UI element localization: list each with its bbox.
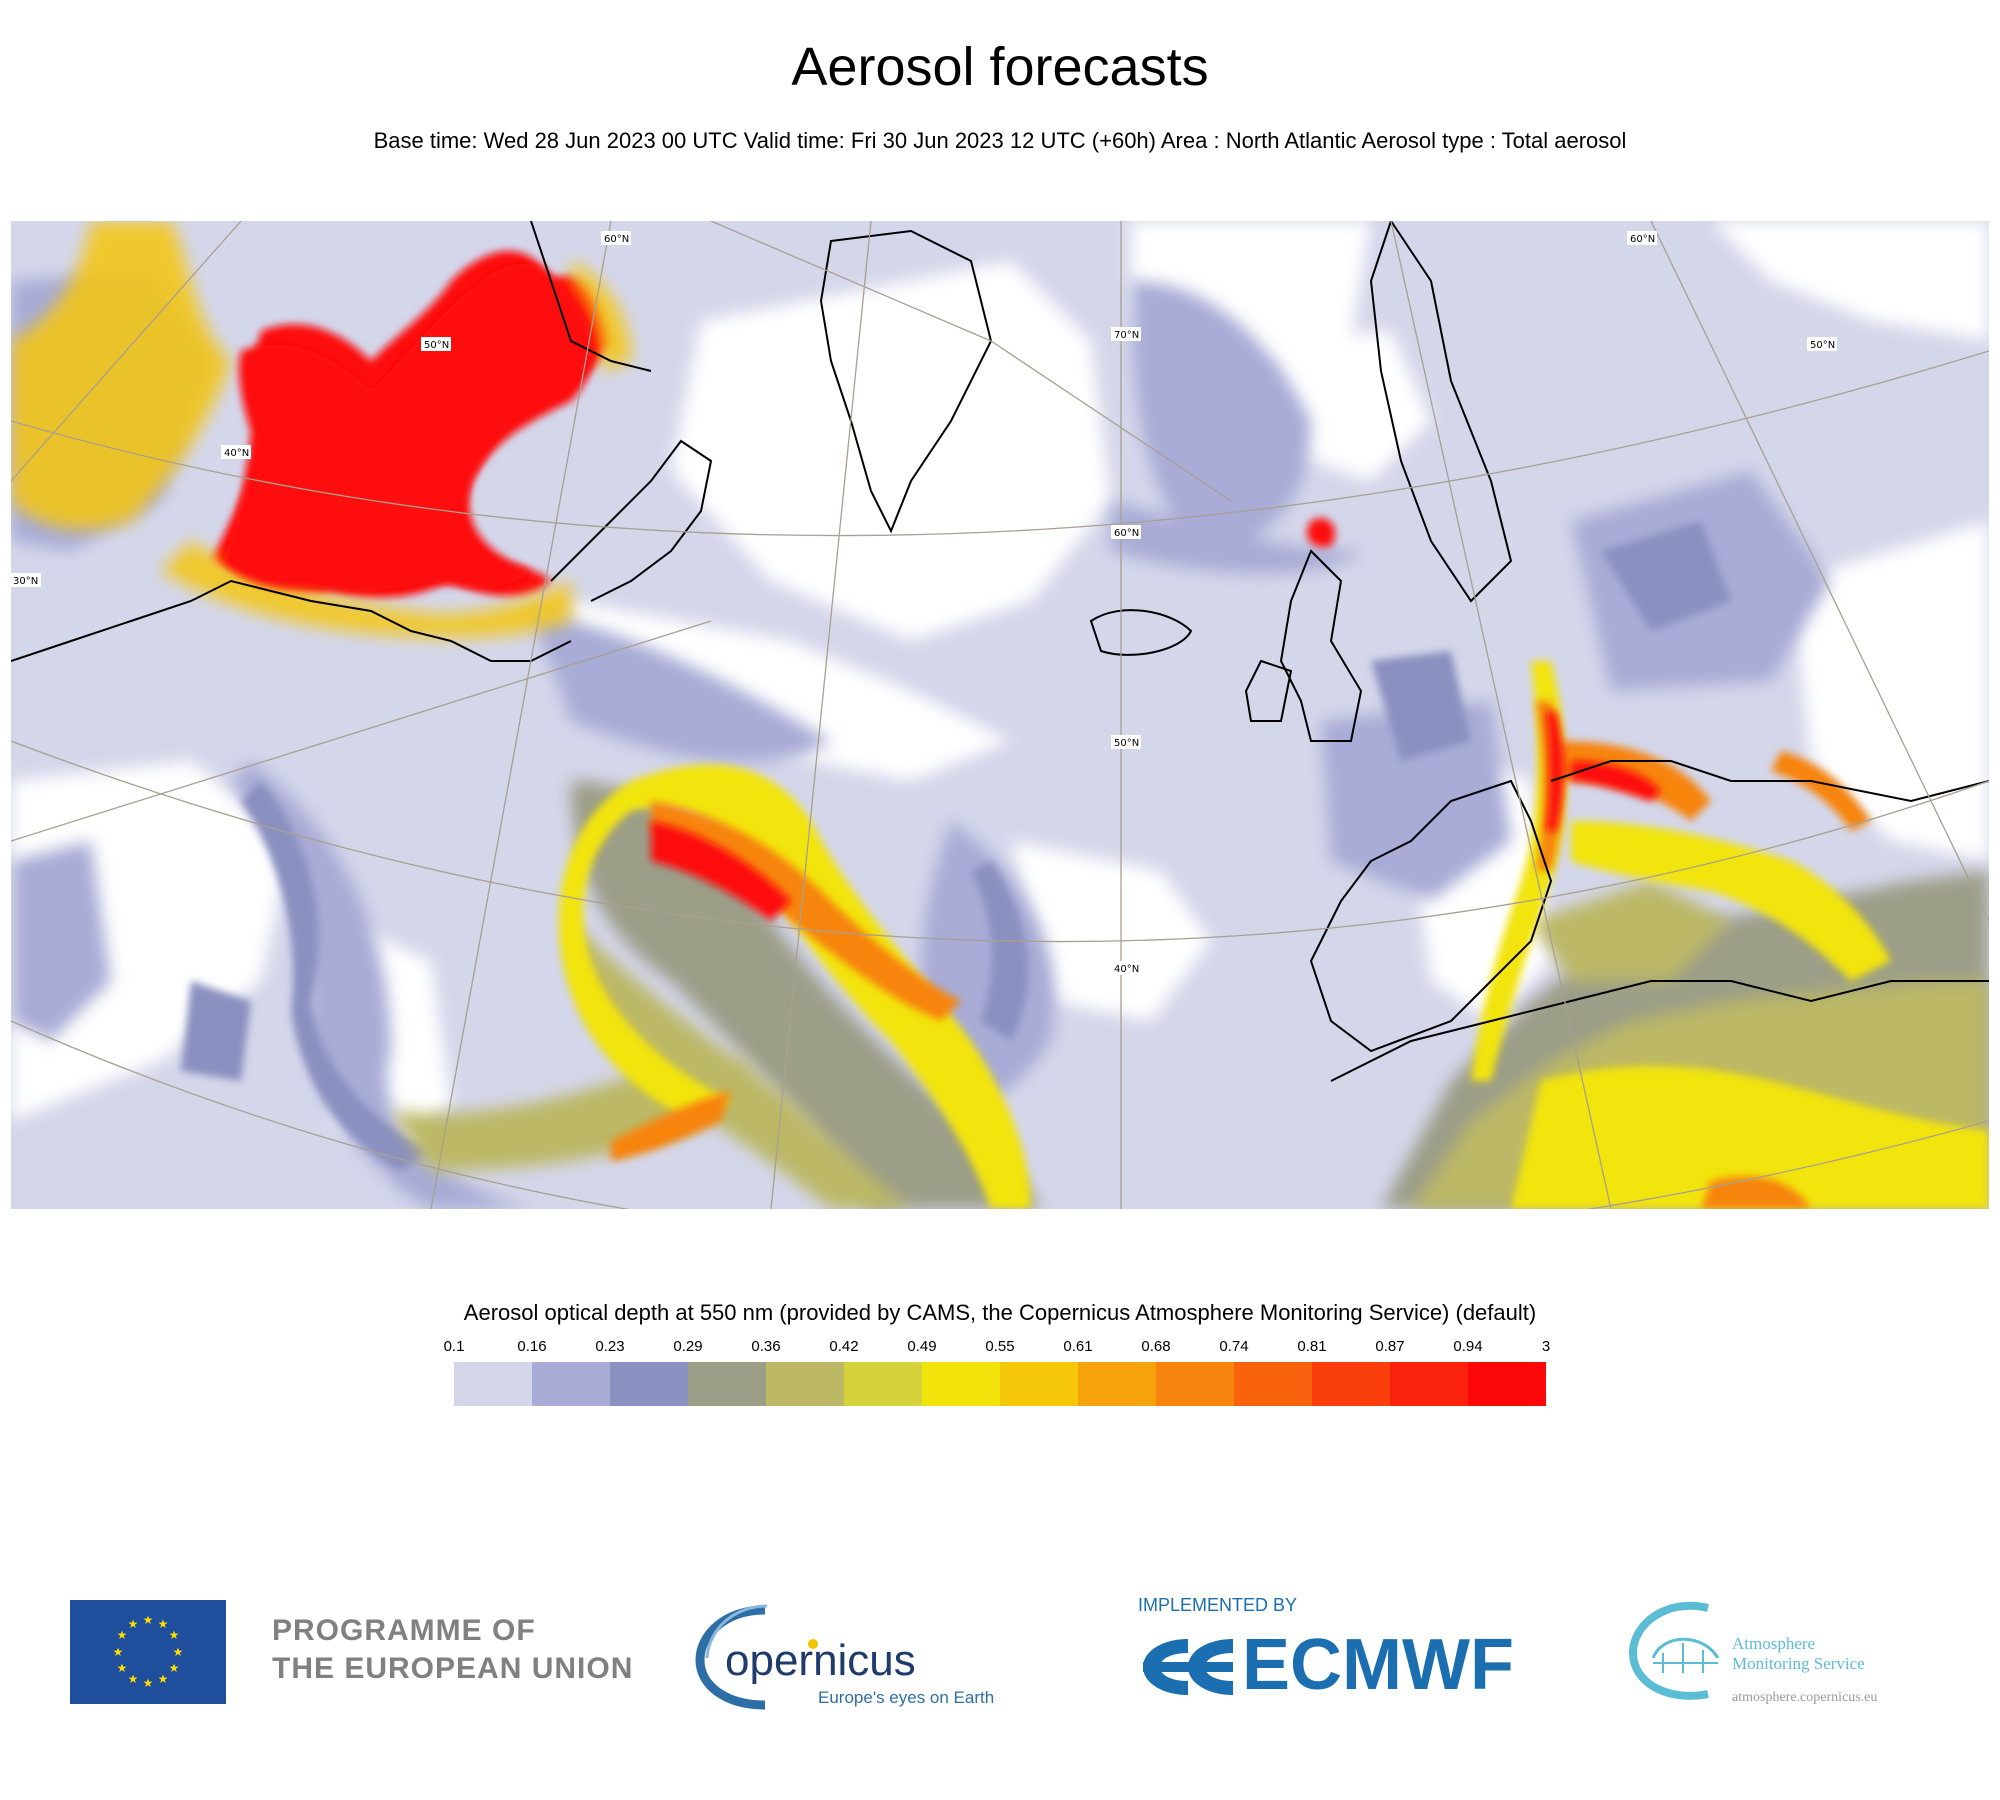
legend-title: Aerosol optical depth at 550 nm (provide… <box>463 1300 1537 1325</box>
coastlines <box>11 221 1989 1082</box>
colorbar-tick-label: 0.87 <box>1375 1338 1405 1355</box>
colorbar-tick-label: 0.36 <box>751 1338 781 1355</box>
svg-text:★: ★ <box>117 1661 128 1675</box>
colorbar-segment <box>1000 1362 1078 1406</box>
lat-label-center-70: 70°N <box>1114 330 1139 341</box>
colorbar-tick-label: 0.61 <box>1063 1338 1093 1355</box>
ams-line1: Atmosphere <box>1732 1634 1816 1653</box>
lat-label-left-50: 50°N <box>424 340 449 351</box>
colorbar-segment <box>766 1362 844 1406</box>
colorbar-segment <box>1156 1362 1234 1406</box>
eu-programme-line1: PROGRAMME OF <box>272 1614 536 1647</box>
ams-line2: Monitoring Service <box>1732 1654 1865 1673</box>
lat-label-center-50: 50°N <box>1114 738 1139 749</box>
lat-label-left-40: 40°N <box>224 448 249 459</box>
colorbar-segment <box>454 1362 532 1406</box>
lat-label-right-50: 50°N <box>1810 340 1835 351</box>
colorbar-segment <box>1390 1362 1468 1406</box>
colorbar-tick-label: 0.81 <box>1297 1338 1327 1355</box>
colorbar-segment <box>532 1362 610 1406</box>
svg-text:★: ★ <box>143 1676 154 1690</box>
ecmwf-implemented-by: IMPLEMENTED BY <box>1138 1595 1298 1615</box>
colorbar-tick-label: 0.49 <box>907 1338 937 1355</box>
ams-url: atmosphere.copernicus.eu <box>1732 1690 1878 1705</box>
colorbar-segment <box>922 1362 1000 1406</box>
copernicus-logo: opernicus Europe's eyes on Earth <box>695 1600 995 1710</box>
svg-text:★: ★ <box>173 1645 184 1659</box>
svg-text:★: ★ <box>128 1617 139 1631</box>
lat-label-top-60-b: 60°N <box>1630 234 1655 245</box>
clean-air-regions <box>11 221 1989 1181</box>
colorbar-tick-label: 0.42 <box>829 1338 859 1355</box>
ecmwf-wordmark: ECMWF <box>1242 1625 1514 1705</box>
lat-label-center-40: 40°N <box>1114 964 1139 975</box>
copernicus-wordmark: opernicus <box>725 1636 916 1685</box>
colorbar-tick-label: 0.68 <box>1141 1338 1171 1355</box>
aod-band-023 <box>181 521 1731 1171</box>
aod-band-canada-core <box>221 263 594 592</box>
legend-colorbar <box>454 1362 1546 1406</box>
aod-band-canada-halo <box>11 221 631 638</box>
colorbar-tick-label: 0.1 <box>443 1338 465 1355</box>
colorbar-tick-label: 3 <box>1541 1338 1551 1355</box>
atmosphere-monitoring-service-logo: Atmosphere Monitoring Service atmosphere… <box>1628 1598 1908 1708</box>
svg-text:★: ★ <box>158 1672 169 1686</box>
colorbar-tick-label: 0.23 <box>595 1338 625 1355</box>
svg-text:★: ★ <box>117 1628 128 1642</box>
ecmwf-logo: IMPLEMENTED BY ECMWF <box>1138 1595 1558 1705</box>
colorbar-tick-label: 0.74 <box>1219 1338 1249 1355</box>
colorbar-segment <box>1312 1362 1390 1406</box>
svg-text:★: ★ <box>143 1613 154 1627</box>
lat-label-left-30: 30°N <box>13 576 38 587</box>
svg-text:★: ★ <box>158 1617 169 1631</box>
colorbar-segment <box>688 1362 766 1406</box>
svg-text:★: ★ <box>113 1645 124 1659</box>
graticule <box>11 221 1989 1209</box>
colorbar-tick-label: 0.29 <box>673 1338 703 1355</box>
aod-band-016 <box>11 271 1831 1209</box>
colorbar-segment <box>1078 1362 1156 1406</box>
colorbar-segment <box>1468 1362 1546 1406</box>
colorbar-tick-label: 0.16 <box>517 1338 547 1355</box>
colorbar-segment <box>610 1362 688 1406</box>
colorbar-segment <box>844 1362 922 1406</box>
svg-text:★: ★ <box>169 1628 180 1642</box>
svg-text:★: ★ <box>169 1661 180 1675</box>
aerosol-map: 50°N 40°N 30°N 70°N 60°N 50°N 40°N 60°N … <box>11 221 1989 1209</box>
lat-label-center-60: 60°N <box>1114 528 1139 539</box>
colorbar-segment <box>1234 1362 1312 1406</box>
colorbar-tick-label: 0.55 <box>985 1338 1015 1355</box>
colorbar-tick-label: 0.94 <box>1453 1338 1483 1355</box>
eu-flag-logo: ★ ★ ★ ★ ★ ★ ★ ★ ★ ★ ★ ★ <box>70 1600 226 1704</box>
forecast-subtitle: Base time: Wed 28 Jun 2023 00 UTC Valid … <box>373 128 1627 153</box>
copernicus-tagline: Europe's eyes on Earth <box>818 1688 995 1707</box>
lat-label-top-60-a: 60°N <box>604 234 629 245</box>
svg-text:★: ★ <box>128 1672 139 1686</box>
page-title: Aerosol forecasts <box>791 37 1209 97</box>
eu-programme-line2: THE EUROPEAN UNION <box>272 1652 634 1685</box>
